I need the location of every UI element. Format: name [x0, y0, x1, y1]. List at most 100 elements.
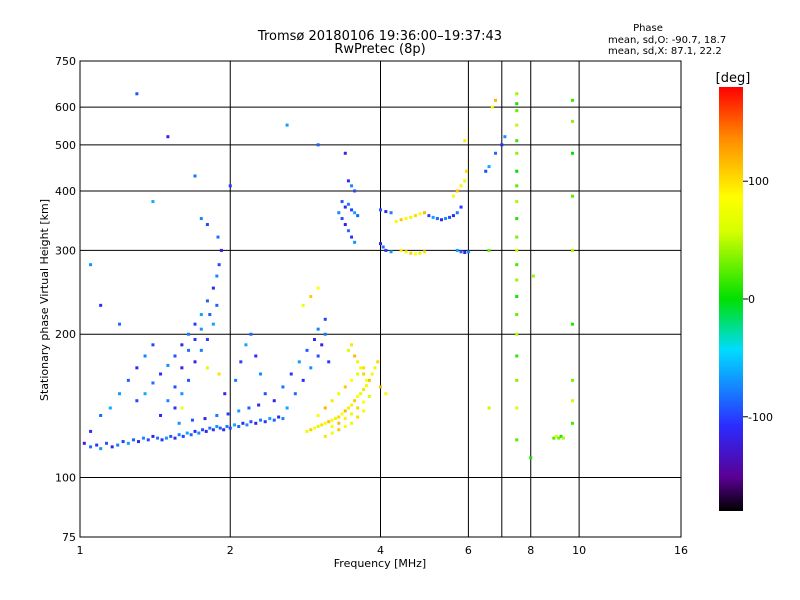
data-point-o — [99, 447, 103, 451]
data-point-o — [222, 428, 226, 432]
data-point-o — [223, 392, 227, 396]
data-point-o — [239, 360, 243, 364]
data-point-vertical — [515, 102, 519, 106]
data-point-o — [259, 418, 263, 422]
data-point-o — [99, 413, 103, 417]
data-point-x — [350, 403, 354, 407]
data-point-o — [205, 223, 209, 227]
data-point-o — [159, 372, 163, 376]
data-point-o — [203, 417, 207, 421]
data-point-o — [353, 211, 357, 215]
data-point-x — [356, 415, 360, 419]
stats-line-x: mean, sd,X: 87.1, 22.2 — [608, 46, 722, 57]
data-point-o — [177, 433, 181, 437]
data-point-o — [166, 363, 170, 367]
data-point-o — [346, 202, 350, 206]
data-point-x — [327, 420, 331, 424]
data-point-x — [330, 399, 334, 403]
data-point-o — [237, 409, 241, 413]
data-point-vertical — [554, 434, 558, 438]
data-point-o — [151, 343, 155, 347]
data-point-o — [173, 385, 177, 389]
data-point-o — [201, 428, 205, 432]
data-point-vertical — [515, 248, 519, 252]
data-point-o — [89, 445, 93, 449]
data-point-o — [384, 248, 388, 252]
data-point-o — [187, 332, 191, 336]
data-point-x — [362, 388, 366, 392]
data-point-o — [320, 343, 324, 347]
data-point-o — [218, 426, 222, 430]
data-point-o — [427, 214, 431, 218]
y-tick-label: 500 — [55, 139, 76, 152]
y-axis-label: Stationary phase Virtual Height [km] — [38, 199, 51, 401]
data-point-o — [199, 327, 203, 331]
y-tick-label: 750 — [55, 55, 76, 68]
y-tick-label: 600 — [55, 101, 76, 114]
data-point-o — [316, 143, 320, 147]
data-point-o — [309, 366, 313, 370]
data-point-x — [384, 392, 388, 396]
colorbar-tick-label: 0 — [748, 293, 755, 306]
data-point-x — [301, 303, 305, 307]
data-point-x — [409, 251, 413, 255]
data-point-o — [118, 392, 122, 396]
y-tick-label: 100 — [55, 472, 76, 485]
data-point-o — [166, 135, 170, 139]
data-point-x — [404, 250, 408, 254]
data-point-o — [259, 372, 263, 376]
data-point-o — [249, 332, 253, 336]
data-point-o — [159, 413, 163, 417]
data-point-o — [237, 424, 241, 428]
data-point-x — [346, 406, 350, 410]
data-point-x — [340, 412, 344, 416]
x-tick-label: 2 — [227, 544, 234, 557]
data-point-o — [104, 441, 108, 445]
colorbar-tick-label: -100 — [748, 411, 773, 424]
data-point-o — [180, 343, 184, 347]
data-point-o — [316, 327, 320, 331]
data-point-vertical — [571, 378, 575, 382]
data-point-x — [362, 409, 366, 413]
data-point-x — [353, 354, 357, 358]
data-point-x — [330, 418, 334, 422]
data-point-vertical — [515, 406, 519, 410]
data-point-o — [199, 313, 203, 317]
data-point-o — [281, 385, 285, 389]
data-point-o — [350, 208, 354, 212]
data-point-x — [463, 139, 467, 143]
data-point-o — [455, 211, 459, 215]
data-point-o — [173, 354, 177, 358]
data-point-x — [356, 406, 360, 410]
data-point-o — [151, 381, 155, 385]
data-point-o — [215, 424, 219, 428]
data-point-o — [132, 438, 136, 442]
data-point-o — [193, 360, 197, 364]
data-point-o — [164, 436, 168, 440]
data-point-o — [340, 200, 344, 204]
data-point-x — [376, 360, 380, 364]
data-point-o — [455, 248, 459, 252]
data-point-o — [121, 440, 125, 444]
data-point-o — [215, 413, 219, 417]
data-point-o — [257, 403, 261, 407]
data-point-x — [350, 412, 354, 416]
data-point-x — [418, 212, 422, 216]
data-point-o — [379, 208, 382, 212]
data-point-x — [362, 400, 366, 404]
data-point-o — [327, 360, 331, 364]
x-tick-label: 10 — [572, 544, 586, 557]
data-point-x — [394, 220, 398, 224]
data-point-o — [293, 392, 297, 396]
data-point-x — [323, 406, 327, 410]
data-point-o — [215, 274, 219, 278]
data-point-o — [346, 179, 350, 183]
data-point-vertical — [571, 421, 575, 425]
data-point-o — [187, 378, 191, 382]
data-point-x — [353, 399, 357, 403]
colorbar-ticks: 100 0 -100 — [743, 175, 773, 424]
data-point-x — [337, 392, 341, 396]
chart-title: Tromsø 20180106 19:36:00–19:37:43 — [257, 29, 502, 44]
data-point-vertical — [571, 322, 575, 326]
